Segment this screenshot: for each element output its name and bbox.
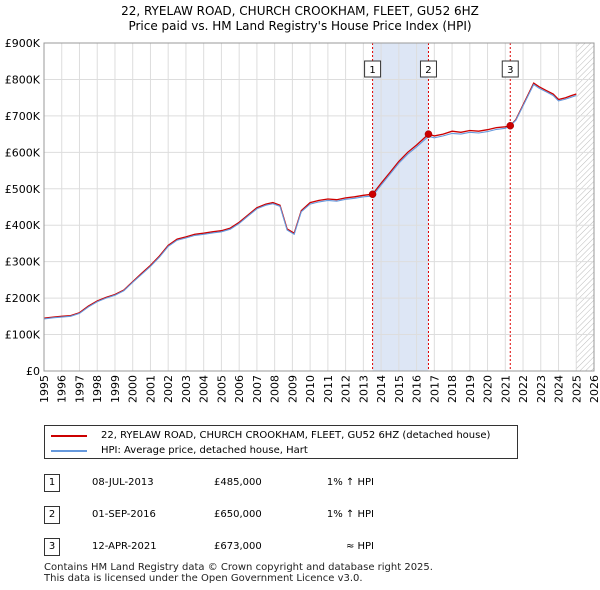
sale-number: 3: [44, 538, 60, 556]
x-tick-label: 2002: [162, 375, 175, 403]
footer-copyright: Contains HM Land Registry data © Crown c…: [44, 562, 433, 573]
x-tick-label: 2004: [198, 375, 211, 403]
sale-hpi-comparison: 1% ↑ HPI: [326, 477, 374, 488]
sale-point: [424, 130, 433, 138]
x-tick-label: 2024: [553, 375, 566, 403]
x-tick-label: 2014: [375, 375, 388, 403]
chart-legend: 22, RYELAW ROAD, CHURCH CROOKHAM, FLEET,…: [44, 425, 518, 459]
plot-area: [44, 43, 594, 371]
sale-marker-label: 3: [507, 65, 513, 76]
y-tick-label: £400K: [5, 219, 41, 232]
future-hatch: [576, 43, 594, 371]
sale-marker-box: [364, 60, 382, 78]
x-tick-label: 2023: [535, 375, 548, 403]
x-tick-label: 2021: [499, 375, 512, 403]
sale-marker-box: [501, 60, 519, 78]
y-tick-label: £100K: [5, 329, 41, 342]
footer-licence: This data is licensed under the Open Gov…: [44, 573, 363, 584]
x-tick-label: 1999: [109, 375, 122, 403]
shaded-period: [372, 43, 429, 371]
x-tick-label: 1996: [56, 375, 69, 403]
sale-price: £673,000: [214, 541, 262, 552]
x-tick-label: 2000: [127, 375, 140, 403]
sale-price: £485,000: [214, 477, 262, 488]
sale-number: 2: [44, 506, 60, 524]
x-tick-label: 2011: [322, 375, 335, 403]
x-tick-label: 2006: [233, 375, 246, 403]
sale-hpi-comparison: 1% ↑ HPI: [326, 509, 374, 520]
y-tick-label: £0: [26, 365, 40, 378]
x-tick-label: 2013: [357, 375, 370, 403]
x-tick-label: 2016: [411, 375, 424, 403]
price-chart: 1 2 3 £0 £100K £200K £300K £400K £500K £600K £700K…: [5, 37, 600, 403]
x-tick-label: 2017: [428, 375, 441, 403]
sale-date: 08-JUL-2013: [92, 477, 154, 488]
x-tick-label: 2018: [446, 375, 459, 403]
sale-hpi-comparison: ≈ HPI: [345, 541, 374, 552]
y-tick-label: £900K: [5, 37, 41, 50]
plot-border: [43, 42, 595, 372]
y-tick-label: £500K: [5, 183, 41, 196]
x-tick-label: 2009: [286, 375, 299, 403]
y-tick-label: £200K: [5, 292, 41, 305]
sale-date: 01-SEP-2016: [92, 509, 156, 520]
legend-swatch-property: [51, 435, 87, 437]
x-tick-label: 2019: [464, 375, 477, 403]
chart-subtitle: Price paid vs. HM Land Registry's House …: [128, 19, 472, 33]
sale-point: [506, 121, 515, 130]
x-tick-label: 2026: [588, 375, 600, 403]
sale-marker-label: 1: [369, 65, 375, 76]
x-tick-label: 2015: [393, 375, 406, 403]
x-tick-label: 2008: [269, 375, 282, 403]
legend-swatch-hpi: [51, 450, 87, 452]
y-tick-label: £600K: [5, 146, 41, 159]
y-tick-label: £700K: [5, 110, 41, 123]
sale-date: 12-APR-2021: [92, 541, 157, 552]
legend-label-hpi: HPI: Average price, detached house, Hart: [101, 445, 308, 456]
x-tick-label: 2001: [144, 375, 157, 403]
x-tick-label: 1995: [38, 375, 51, 403]
x-tick-label: 1997: [73, 375, 86, 403]
x-tick-label: 2020: [482, 375, 495, 403]
y-tick-label: £800K: [5, 73, 41, 86]
x-tick-label: 1998: [91, 375, 104, 403]
x-tick-label: 2005: [215, 375, 228, 403]
sale-point: [368, 190, 377, 198]
x-tick-label: 2025: [570, 375, 583, 403]
legend-label-property: 22, RYELAW ROAD, CHURCH CROOKHAM, FLEET,…: [101, 430, 491, 441]
sale-number: 1: [44, 474, 60, 492]
chart-title: 22, RYELAW ROAD, CHURCH CROOKHAM, FLEET,…: [121, 4, 479, 18]
sale-marker-box: [419, 60, 437, 78]
x-tick-label: 2010: [304, 375, 317, 403]
x-tick-label: 2007: [251, 375, 264, 403]
sale-price: £650,000: [214, 509, 262, 520]
sale-marker-label: 2: [425, 65, 431, 76]
y-tick-label: £300K: [5, 256, 41, 269]
x-tick-label: 2012: [340, 375, 353, 403]
x-tick-label: 2022: [517, 375, 530, 403]
x-tick-label: 2003: [180, 375, 193, 403]
